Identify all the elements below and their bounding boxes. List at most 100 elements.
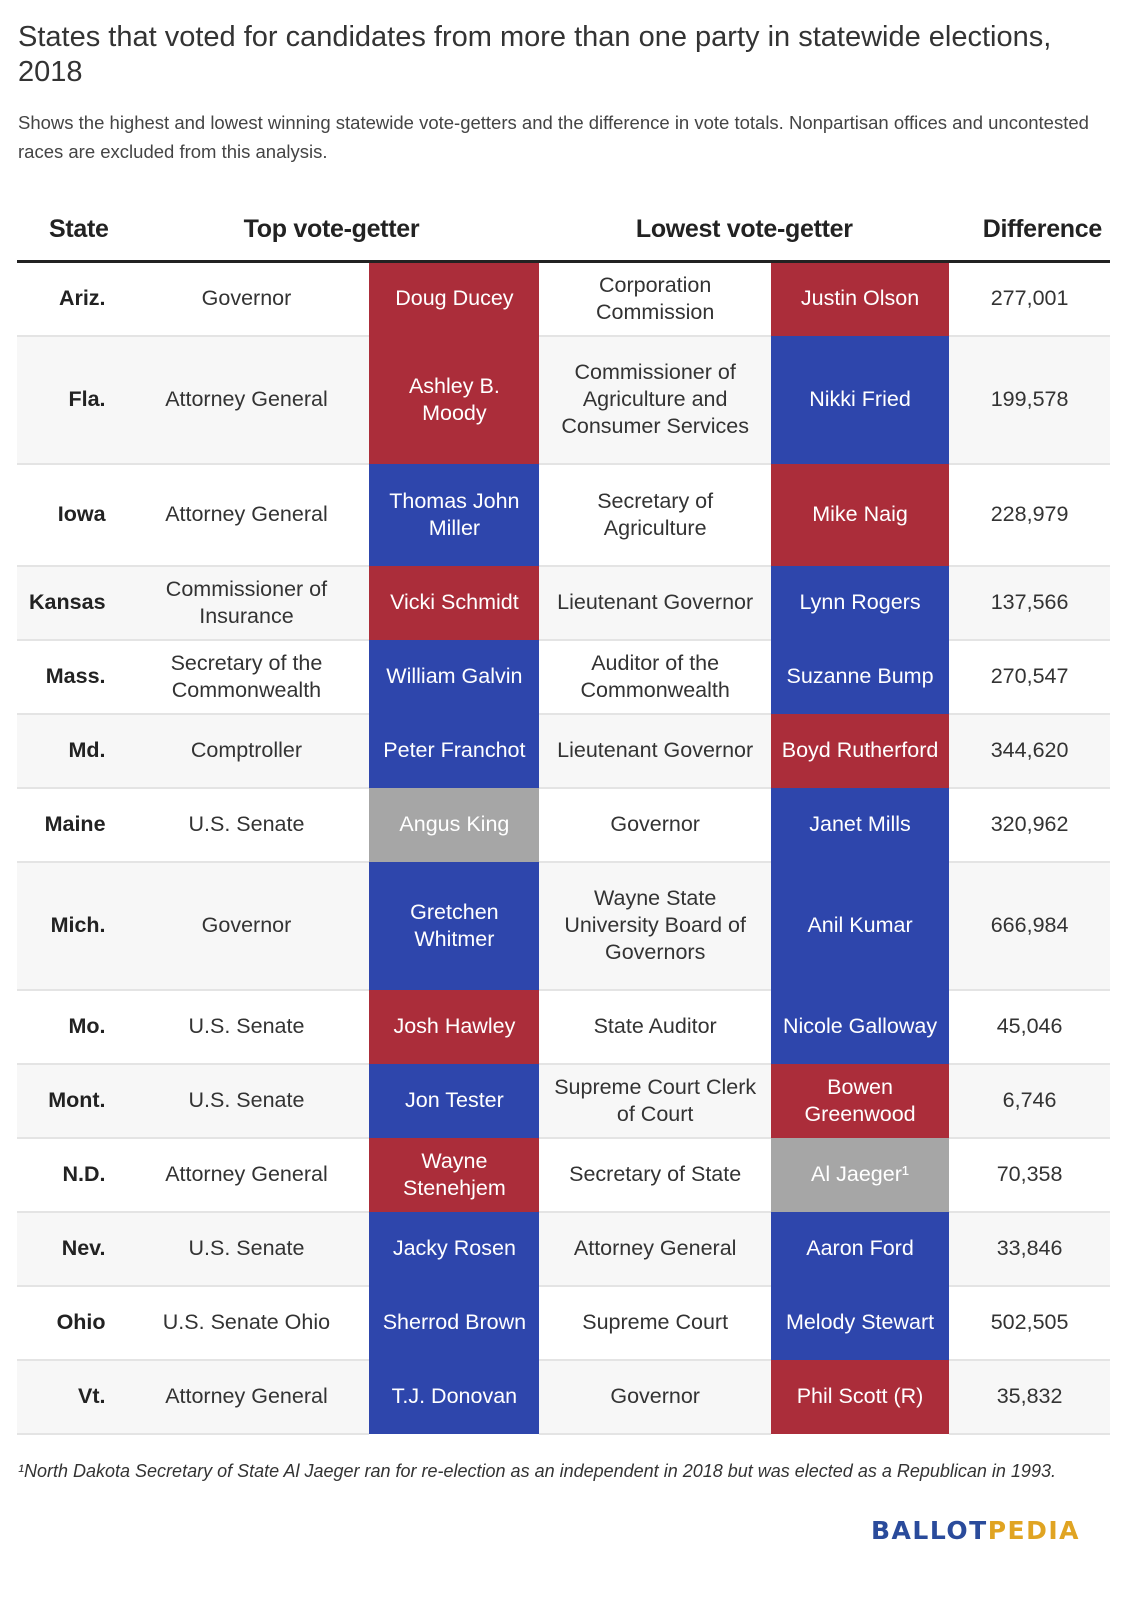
lowest-office-cell: Lieutenant Governor — [539, 565, 771, 641]
state-cell: Mo. — [17, 989, 124, 1065]
top-office-cell: Attorney General — [123, 1359, 370, 1435]
state-cell: Fla. — [17, 335, 124, 465]
top-candidate-cell: Angus King — [369, 787, 540, 862]
table-row: Nev. U.S. Senate Jacky Rosen Attorney Gener… — [17, 1211, 1110, 1287]
ballotpedia-logo: BALLOTPEDIA — [871, 1516, 1080, 1545]
difference-cell: 344,620 — [949, 713, 1110, 789]
lowest-candidate-cell: Suzanne Bump — [770, 639, 950, 714]
lowest-office-cell: Supreme Court Clerk of Court — [539, 1063, 771, 1139]
difference-cell: 666,984 — [949, 861, 1110, 991]
top-office-cell: Governor — [123, 861, 370, 991]
table-row: Iowa Attorney General Thomas John Miller Se… — [17, 463, 1110, 567]
lowest-office-cell: State Auditor — [539, 989, 771, 1065]
lowest-candidate-cell: Janet Mills — [770, 787, 950, 862]
lowest-office-cell: Auditor of the Commonwealth — [539, 639, 771, 715]
state-cell: Maine — [17, 787, 124, 863]
lowest-office-cell: Wayne State University Board of Governor… — [539, 861, 771, 991]
chart-subtitle: Shows the highest and lowest winning sta… — [18, 112, 1089, 162]
lowest-candidate-cell: Boyd Rutherford — [770, 713, 950, 788]
state-cell: Mont. — [17, 1063, 124, 1139]
table-row: Ariz. Governor Doug Ducey Corporation Commi… — [17, 261, 1110, 337]
lowest-office-cell: Supreme Court — [539, 1285, 771, 1361]
column-header-lowest: Lowest vote-getter — [539, 198, 950, 263]
lowest-candidate-cell: Aaron Ford — [770, 1211, 950, 1286]
top-office-cell: Secretary of the Commonwealth — [123, 639, 370, 715]
state-cell: Vt. — [17, 1359, 124, 1435]
difference-cell: 6,746 — [949, 1063, 1110, 1139]
lowest-candidate-cell: Nicole Galloway — [770, 989, 950, 1064]
table-row: Ohio U.S. Senate Ohio Sherrod Brown Supreme… — [17, 1285, 1110, 1361]
state-cell: Ariz. — [17, 261, 124, 337]
top-candidate-cell: Jon Tester — [369, 1063, 540, 1138]
top-candidate-cell: William Galvin — [369, 639, 540, 714]
top-office-cell: U.S. Senate — [123, 989, 370, 1065]
lowest-office-cell: Secretary of Agriculture — [539, 463, 771, 567]
table-row: Mont. U.S. Senate Jon Tester Supreme Court … — [17, 1063, 1110, 1139]
table-row: Md. Comptroller Peter Franchot Lieutenant G… — [17, 713, 1110, 789]
lowest-candidate-cell: Phil Scott (R) — [770, 1359, 950, 1434]
difference-cell: 70,358 — [949, 1137, 1110, 1213]
state-cell: Nev. — [17, 1211, 124, 1287]
table-row: Maine U.S. Senate Angus King Governor Janet … — [17, 787, 1110, 863]
difference-cell: 45,046 — [949, 989, 1110, 1065]
table-row: N.D. Attorney General Wayne Stenehjem Secre… — [17, 1137, 1110, 1213]
lowest-office-cell: Attorney General — [539, 1211, 771, 1287]
top-candidate-cell: Ashley B. Moody — [369, 335, 540, 464]
top-candidate-cell: Vicki Schmidt — [369, 565, 540, 640]
lowest-candidate-cell: Nikki Fried — [770, 335, 950, 464]
top-candidate-cell: Gretchen Whitmer — [369, 861, 540, 990]
state-cell: Ohio — [17, 1285, 124, 1361]
lowest-candidate-cell: Al Jaeger¹ — [770, 1137, 950, 1212]
top-candidate-cell: Peter Franchot — [369, 713, 540, 788]
difference-cell: 33,846 — [949, 1211, 1110, 1287]
top-office-cell: Attorney General — [123, 1137, 370, 1213]
lowest-candidate-cell: Justin Olson — [770, 261, 950, 336]
lowest-office-cell: Lieutenant Governor — [539, 713, 771, 789]
logo-part-ballot: BALLOT — [871, 1516, 988, 1545]
lowest-office-cell: Corporation Commission — [539, 261, 771, 337]
top-candidate-cell: Josh Hawley — [369, 989, 540, 1064]
state-cell: Iowa — [17, 463, 124, 567]
state-cell: N.D. — [17, 1137, 124, 1213]
table-row: Mich. Governor Gretchen Whitmer Wayne State… — [17, 861, 1110, 991]
table-row: Kansas Commissioner of Insurance Vicki Sch… — [17, 565, 1110, 641]
difference-cell: 35,832 — [949, 1359, 1110, 1435]
difference-cell: 502,505 — [949, 1285, 1110, 1361]
top-candidate-cell: Doug Ducey — [369, 261, 540, 336]
column-header-difference: Difference — [949, 198, 1110, 263]
top-office-cell: Governor — [123, 261, 370, 337]
top-office-cell: Commissioner of Insurance — [123, 565, 370, 641]
results-table: State Top vote-getter Lowest vote-getter… — [17, 198, 1110, 1435]
state-cell: Mass. — [17, 639, 124, 715]
top-office-cell: Comptroller — [123, 713, 370, 789]
top-office-cell: U.S. Senate — [123, 1211, 370, 1287]
top-office-cell: U.S. Senate — [123, 787, 370, 863]
lowest-candidate-cell: Anil Kumar — [770, 861, 950, 990]
top-candidate-cell: Jacky Rosen — [369, 1211, 540, 1286]
column-header-top: Top vote-getter — [123, 198, 540, 263]
state-cell: Md. — [17, 713, 124, 789]
table-row: Vt. Attorney General T.J. Donovan Governor P… — [17, 1359, 1110, 1435]
difference-cell: 199,578 — [949, 335, 1110, 465]
lowest-office-cell: Secretary of State — [539, 1137, 771, 1213]
top-office-cell: Attorney General — [123, 463, 370, 567]
state-cell: Mich. — [17, 861, 124, 991]
table-row: Mass. Secretary of the Commonwealth Willia… — [17, 639, 1110, 715]
top-office-cell: Attorney General — [123, 335, 370, 465]
lowest-candidate-cell: Melody Stewart — [770, 1285, 950, 1360]
state-cell: Kansas — [17, 565, 124, 641]
logo-part-pedia: PEDIA — [987, 1516, 1080, 1545]
lowest-candidate-cell: Bowen Greenwood — [770, 1063, 950, 1138]
difference-cell: 277,001 — [949, 261, 1110, 337]
column-header-state: State — [17, 198, 124, 263]
lowest-office-cell: Commissioner of Agriculture and Consumer… — [539, 335, 771, 465]
lowest-office-cell: Governor — [539, 787, 771, 863]
top-candidate-cell: Wayne Stenehjem — [369, 1137, 540, 1212]
difference-cell: 320,962 — [949, 787, 1110, 863]
table-header-row: State Top vote-getter Lowest vote-getter… — [17, 198, 1110, 263]
lowest-office-cell: Governor — [539, 1359, 771, 1435]
table-body: Ariz. Governor Doug Ducey Corporation Commi… — [17, 261, 1110, 1435]
difference-cell: 137,566 — [949, 565, 1110, 641]
top-office-cell: U.S. Senate — [123, 1063, 370, 1139]
